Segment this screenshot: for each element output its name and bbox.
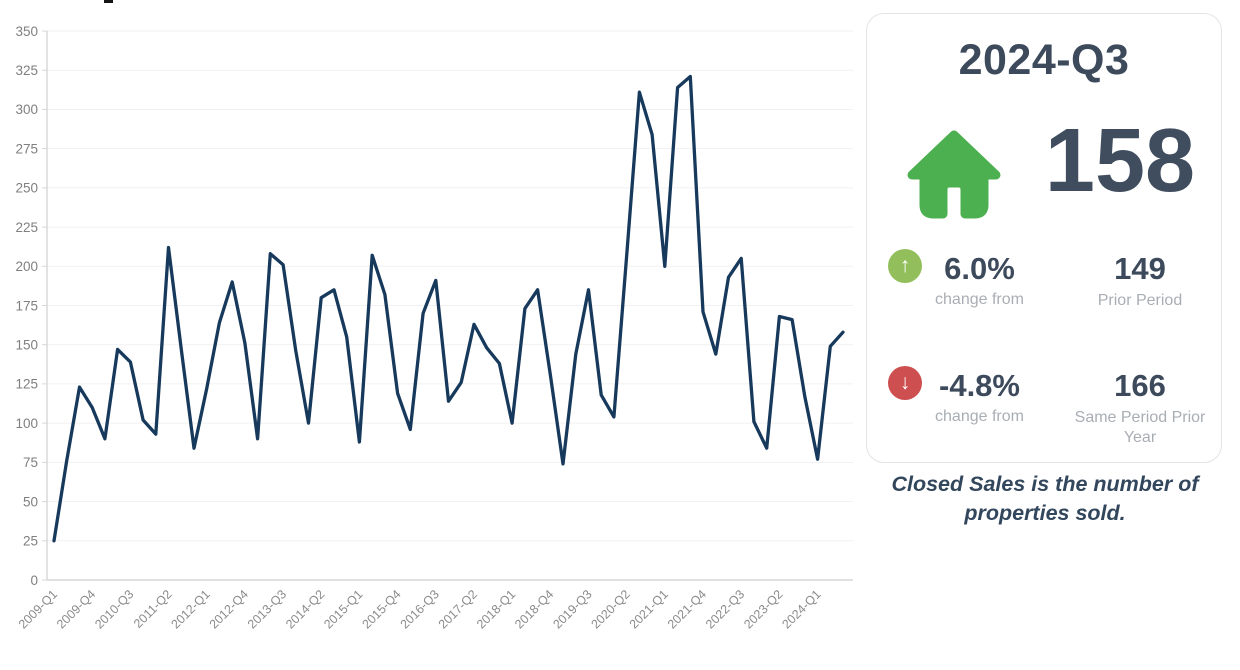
y-tick-label: 275 (15, 141, 38, 156)
x-tick-label: 2012-Q1 (169, 587, 213, 631)
home-icon (899, 127, 1009, 224)
pct-change-prior-year: -4.8% (939, 368, 1020, 403)
prior-year-label: Same Period Prior Year (1074, 409, 1206, 446)
y-tick-label: 25 (23, 534, 38, 549)
y-tick-label: 150 (15, 338, 38, 353)
y-tick-label: 300 (15, 102, 38, 117)
y-tick-label: 100 (15, 416, 38, 431)
y-tick-label: 350 (15, 24, 38, 39)
x-tick-label: 2023-Q2 (741, 587, 785, 631)
x-tick-label: 2012-Q4 (207, 587, 251, 631)
x-tick-label: 2021-Q1 (627, 587, 671, 631)
y-tick-label: 125 (15, 377, 38, 392)
x-tick-label: 2014-Q2 (283, 587, 327, 631)
x-tick-label: 2011-Q2 (131, 587, 175, 631)
x-tick-label: 2020-Q2 (588, 587, 632, 631)
y-tick-label: 325 (15, 63, 38, 78)
prior-period-value: 149 (1114, 251, 1166, 286)
x-tick-label: 2015-Q4 (359, 587, 403, 631)
y-tick-label: 250 (15, 181, 38, 196)
y-tick-label: 75 (23, 455, 38, 470)
closed-sales-line (52, 74, 845, 543)
change-from-label: change from (935, 291, 1024, 308)
cropped-title-fragment (104, 0, 113, 3)
closed-sales-chart: 0 25 50 75 100 125 150 175 200 225 250 275 300 325 350… (15, 24, 853, 632)
x-tick-label: 2017-Q2 (436, 587, 480, 631)
x-tick-label: 2024-Q1 (779, 587, 823, 631)
pct-change-prior-period: 6.0% (944, 251, 1015, 286)
x-tick-label: 2009-Q1 (16, 587, 60, 631)
down-arrow-icon: ↓ (888, 366, 922, 400)
change-from-label: change from (935, 408, 1024, 425)
chart-canvas: 0 25 50 75 100 125 150 175 200 225 250 275 300 325 350… (15, 24, 853, 632)
x-tick-label: 2022-Q3 (703, 587, 747, 631)
up-arrow-icon: ↑ (888, 249, 922, 283)
y-tick-label: 0 (30, 573, 38, 588)
x-tick-label: 2018-Q1 (474, 587, 518, 631)
y-tick-label: 225 (15, 220, 38, 235)
closed-sales-value: 158 (1044, 111, 1196, 211)
x-tick-label: 2016-Q3 (398, 587, 442, 631)
x-tick-label: 2009-Q4 (54, 587, 98, 631)
x-tick-label: 2018-Q4 (512, 587, 556, 631)
x-tick-label: 2019-Q3 (550, 587, 594, 631)
y-tick-label: 50 (23, 494, 38, 509)
x-tick-label: 2010-Q3 (92, 587, 136, 631)
summary-card: 2024-Q3 158 ↑ 6.0% change from 149 Prior… (866, 13, 1222, 463)
x-tick-label: 2021-Q4 (665, 587, 709, 631)
y-tick-label: 200 (15, 259, 38, 274)
prior-period-label: Prior Period (1097, 292, 1183, 309)
prior-year-value: 166 (1114, 368, 1166, 403)
x-tick-label: 2015-Q1 (321, 587, 365, 631)
y-tick-label: 175 (15, 298, 38, 313)
footnote: Closed Sales is the number of properties… (891, 472, 1199, 526)
x-tick-label: 2013-Q3 (245, 587, 289, 631)
period-title: 2024-Q3 (958, 36, 1130, 84)
